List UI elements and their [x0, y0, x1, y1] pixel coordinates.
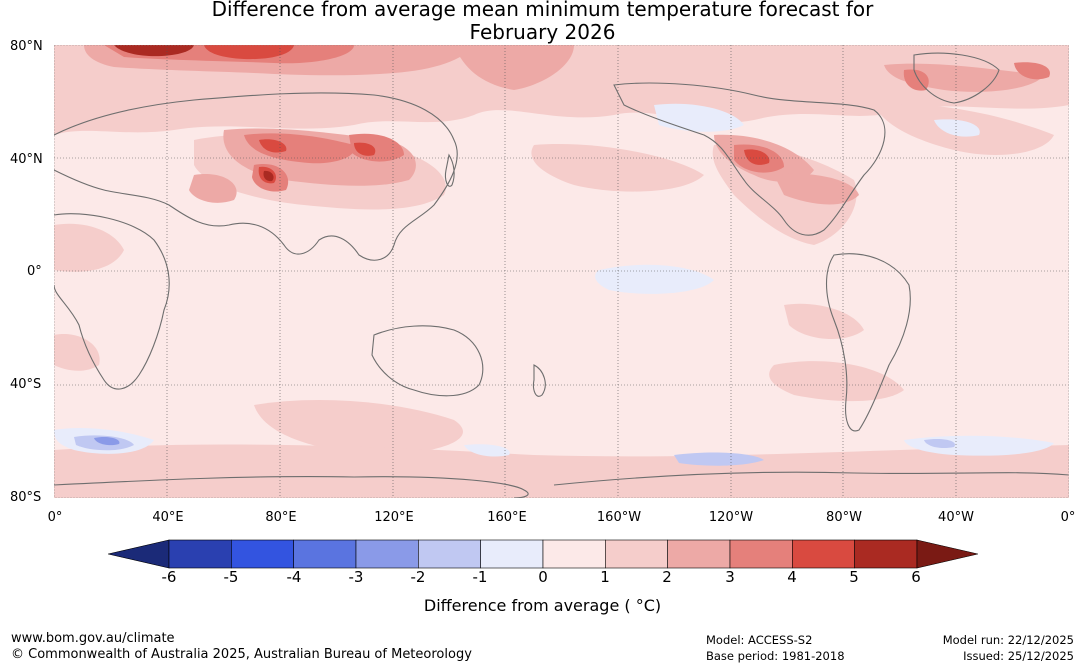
colorbar-bin — [667, 539, 731, 569]
lat-label-0: 0° — [27, 264, 42, 279]
lat-label-40s: 40°S — [10, 377, 42, 392]
colorbar-tick: 0 — [538, 568, 548, 586]
colorbar-bin — [293, 539, 357, 569]
anomaly-4-5-regions — [204, 45, 770, 184]
coastline-antarctica — [54, 471, 1069, 498]
footer-base-period: Base period: 1981-2018 — [706, 649, 845, 663]
colorbar-tick: -5 — [223, 568, 239, 586]
coastline-eurasia — [54, 92, 458, 261]
colorbar-extend-high — [916, 539, 978, 569]
lon-label-0-right: 0° — [1060, 510, 1076, 525]
colorbar-tick: -1 — [472, 568, 488, 586]
map-title-line2: February 2026 — [469, 20, 616, 44]
lon-label-160w: 160°W — [596, 510, 642, 525]
forecast-map — [54, 45, 1069, 498]
lat-label-80s: 80°S — [10, 490, 42, 505]
map-frame — [54, 45, 1069, 498]
coastline-south-america — [826, 253, 911, 432]
anomaly-5-6-regions — [114, 45, 274, 182]
coastline-africa — [54, 213, 170, 390]
lon-label-120e: 120°E — [374, 510, 414, 525]
lon-label-120w: 120°W — [708, 510, 754, 525]
coastline-greenland — [913, 52, 1000, 104]
lat-label-40n: 40°N — [10, 152, 43, 167]
colorbar-bin — [168, 539, 232, 569]
anomaly-minus3-minus2-regions — [94, 436, 120, 446]
lon-label-80e: 80°E — [265, 510, 297, 525]
anomaly-minus2-minus1-regions — [74, 435, 955, 466]
colorbar-tick: -3 — [348, 568, 364, 586]
coastline-australia — [371, 325, 484, 397]
colorbar-tick: -4 — [286, 568, 302, 586]
colorbar-tick: -6 — [161, 568, 177, 586]
colorbar-bin — [854, 539, 918, 569]
colorbar-label: Difference from average ( °C) — [423, 596, 662, 615]
colorbar-bin — [542, 539, 606, 569]
lat-label-80n: 80°N — [10, 39, 43, 54]
colorbar — [108, 539, 978, 569]
lon-label-0-left: 0° — [47, 510, 63, 525]
colorbar-extend-low — [108, 539, 170, 569]
colorbar-bin — [355, 539, 419, 569]
lon-label-40e: 40°E — [152, 510, 184, 525]
colorbar-tick: 6 — [911, 568, 921, 586]
footer-url[interactable]: www.bom.gov.au/climate — [11, 631, 175, 646]
lon-label-40w: 40°W — [938, 510, 974, 525]
graticule — [54, 45, 1069, 498]
footer-model-run: Model run: 22/12/2025 — [942, 633, 1074, 647]
coastline-north-america — [613, 82, 886, 236]
footer-issued: Issued: 25/12/2025 — [963, 649, 1074, 663]
lon-label-160e: 160°E — [487, 510, 527, 525]
colorbar-bin — [605, 539, 668, 569]
colorbar-bin — [231, 539, 294, 569]
coastlines — [54, 52, 1069, 498]
lon-label-80w: 80°W — [826, 510, 862, 525]
map-title-line1: Difference from average mean minimum tem… — [211, 0, 874, 21]
colorbar-tick: 3 — [725, 568, 735, 586]
colorbar-tick: 1 — [600, 568, 610, 586]
footer-copyright: © Commonwealth of Australia 2025, Austra… — [11, 647, 472, 662]
colorbar-tick: 2 — [662, 568, 672, 586]
colorbar-tick: 4 — [787, 568, 797, 586]
colorbar-bin — [792, 539, 855, 569]
colorbar-bin — [480, 539, 544, 569]
colorbar-bin — [418, 539, 481, 569]
colorbar-tick: 5 — [849, 568, 859, 586]
colorbar-bin — [729, 539, 793, 569]
coastline-japan — [444, 153, 455, 187]
footer-model: Model: ACCESS-S2 — [706, 633, 813, 647]
coastline-new-zealand — [532, 364, 546, 397]
colorbar-tick: -2 — [410, 568, 426, 586]
